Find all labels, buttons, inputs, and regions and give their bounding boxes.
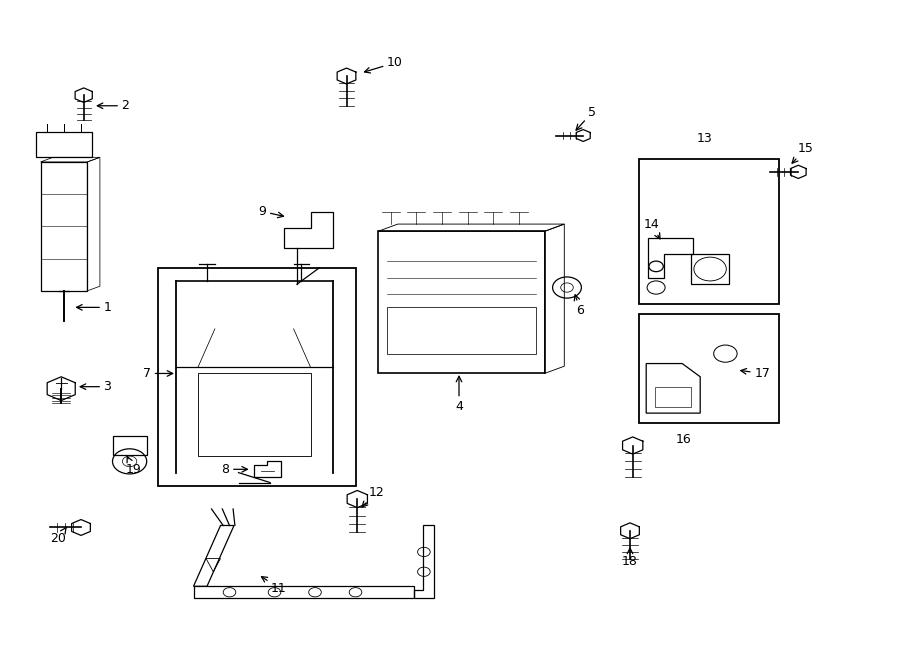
Text: 18: 18	[622, 548, 638, 568]
Text: 5: 5	[576, 106, 596, 130]
Text: 10: 10	[364, 56, 403, 73]
Text: 9: 9	[258, 205, 284, 218]
Text: 4: 4	[455, 376, 463, 413]
Text: 15: 15	[792, 142, 814, 163]
Text: 1: 1	[76, 301, 112, 314]
Text: 8: 8	[221, 463, 248, 476]
Text: 13: 13	[697, 132, 713, 145]
Text: 11: 11	[262, 576, 287, 595]
Text: 14: 14	[644, 218, 660, 239]
Text: 17: 17	[741, 367, 770, 380]
Text: 2: 2	[97, 99, 130, 112]
Text: 16: 16	[676, 433, 692, 446]
Text: 20: 20	[50, 527, 67, 545]
Text: 12: 12	[362, 486, 384, 507]
Text: 7: 7	[143, 367, 173, 380]
Text: 3: 3	[80, 380, 112, 393]
Text: 19: 19	[125, 457, 141, 476]
Text: 6: 6	[574, 295, 584, 317]
